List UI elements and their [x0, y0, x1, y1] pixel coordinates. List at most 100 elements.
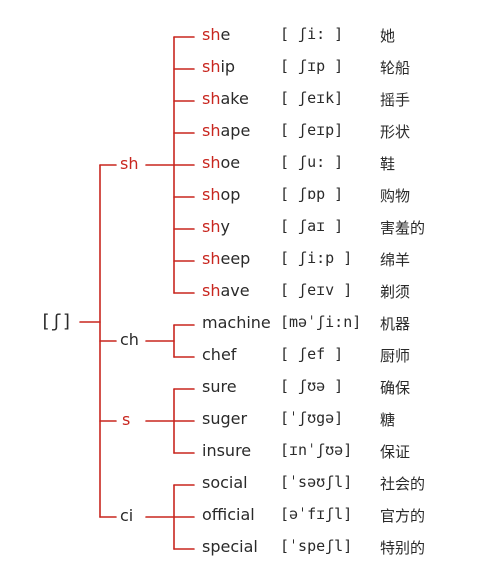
word-row: sheep [ ʃi:p ] 绵羊 [0, 249, 481, 275]
chinese-meaning: 官方的 [380, 507, 426, 525]
word-rest: eep [220, 249, 251, 268]
group-label-text: s [122, 410, 131, 429]
ipa-transcription: [ ʃɒp ] [280, 185, 344, 203]
word: shoe [202, 153, 240, 172]
word-highlight: sh [202, 89, 221, 108]
word-rest: insure [202, 441, 252, 460]
word: social [202, 473, 248, 492]
chinese-meaning: 特别的 [380, 539, 426, 557]
word-row: shoe[ ʃu: ] 鞋 [0, 153, 481, 179]
ipa-transcription: [ˈʃʊgə] [280, 409, 344, 427]
chinese-meaning: 她 [380, 27, 396, 45]
word-rest: machine [202, 313, 271, 332]
word-rest: y [220, 217, 230, 236]
ipa-transcription: [ ʃaɪ ] [280, 217, 344, 235]
word-row: shape [ ʃeɪp] 形状 [0, 121, 481, 147]
chinese-meaning: 确保 [380, 379, 411, 397]
word-highlight: sh [202, 153, 221, 172]
word-row: ship [ ʃɪp ] 轮船 [0, 57, 481, 83]
chinese-meaning: 糖 [380, 411, 396, 429]
word: sure [202, 377, 237, 396]
word: shake [202, 89, 249, 108]
word-rest: ape [220, 121, 251, 140]
word: suger [202, 409, 247, 428]
word-row: suger [ˈʃʊgə] 糖 [0, 409, 481, 435]
word: ship [202, 57, 235, 76]
word: she [202, 25, 230, 44]
chinese-meaning: 购物 [380, 187, 411, 205]
word-row: shop [ ʃɒp ] 购物 [0, 185, 481, 211]
word-highlight: sh [202, 249, 221, 268]
word: shape [202, 121, 250, 140]
word-rest: official [202, 505, 255, 524]
word-rest: ake [220, 89, 249, 108]
word-row: sure [ ʃʊə ] 确保 [0, 377, 481, 403]
word-rest: ip [220, 57, 236, 76]
chinese-meaning: 摇手 [380, 91, 411, 109]
word-row: social [ˈsəʊʃl] 社会的 [0, 473, 481, 499]
word: shave [202, 281, 250, 300]
word-row: insure [ɪnˈʃʊə] 保证 [0, 441, 481, 467]
ipa-transcription: [ ʃɪp ] [280, 57, 344, 75]
word-highlight: sh [202, 185, 221, 204]
word-highlight: sh [202, 57, 221, 76]
word-highlight: sh [202, 217, 221, 236]
ipa-transcription: [ɪnˈʃʊə] [280, 441, 353, 459]
word: machine [202, 313, 271, 332]
word-row: shake [ ʃeɪk] 摇手 [0, 89, 481, 115]
word-row: shave [ ʃeɪv ] 剃须 [0, 281, 481, 307]
word: sheep [202, 249, 250, 268]
group-label-text: sh [120, 154, 139, 173]
ipa-transcription: [ ʃeɪk] [280, 89, 344, 107]
word-highlight: sh [202, 25, 221, 44]
word: shy [202, 217, 230, 236]
group-label-ci: ci [120, 506, 134, 525]
word-rest: e [220, 25, 231, 44]
root-phoneme: [ʃ] [40, 311, 73, 332]
word-rest: oe [220, 153, 241, 172]
group-label-sh: sh [120, 154, 138, 173]
chinese-meaning: 保证 [380, 443, 411, 461]
word-highlight: sh [202, 121, 221, 140]
chinese-meaning: 害羞的 [380, 219, 426, 237]
word: chef [202, 345, 236, 364]
word-row: chef [ ʃef ] 厨师 [0, 345, 481, 371]
chinese-meaning: 鞋 [380, 155, 396, 173]
chinese-meaning: 绵羊 [380, 251, 411, 269]
ipa-transcription: [ˈspeʃl] [280, 537, 353, 555]
word-row: shy [ ʃaɪ ] 害羞的 [0, 217, 481, 243]
ipa-transcription: [ ʃʊə ] [280, 377, 344, 395]
word: special [202, 537, 258, 556]
word-rest: op [220, 185, 241, 204]
ipa-transcription: [ ʃu: ] [280, 153, 344, 171]
chinese-meaning: 剃须 [380, 283, 411, 301]
chinese-meaning: 形状 [380, 123, 411, 141]
ipa-transcription: [ ʃeɪp] [280, 121, 344, 139]
ipa-transcription: [ ʃi: ] [280, 25, 344, 43]
ipa-transcription: [ ʃi:p ] [280, 249, 353, 267]
word-rest: special [202, 537, 258, 556]
word-row: she [ ʃi: ] 她 [0, 25, 481, 51]
group-label-ch: ch [120, 330, 139, 349]
word: official [202, 505, 255, 524]
chinese-meaning: 社会的 [380, 475, 426, 493]
group-label-s: s [122, 410, 130, 429]
chinese-meaning: 机器 [380, 315, 411, 333]
ipa-transcription: [ ʃef ] [280, 345, 344, 363]
word-rest: ave [220, 281, 250, 300]
word-rest: social [202, 473, 248, 492]
chinese-meaning: 轮船 [380, 59, 411, 77]
ipa-transcription: [əˈfɪʃl] [280, 505, 353, 523]
ipa-transcription: [məˈʃi:n] [280, 313, 362, 331]
word-rest: chef [202, 345, 237, 364]
word: insure [202, 441, 251, 460]
word-row: machine [məˈʃi:n] 机器 [0, 313, 481, 339]
ipa-transcription: [ ʃeɪv ] [280, 281, 353, 299]
word-rest: suger [202, 409, 248, 428]
word: shop [202, 185, 240, 204]
word-rest: sure [202, 377, 237, 396]
word-row: official [əˈfɪʃl] 官方的 [0, 505, 481, 531]
chinese-meaning: 厨师 [380, 347, 411, 365]
ipa-transcription: [ˈsəʊʃl] [280, 473, 353, 491]
